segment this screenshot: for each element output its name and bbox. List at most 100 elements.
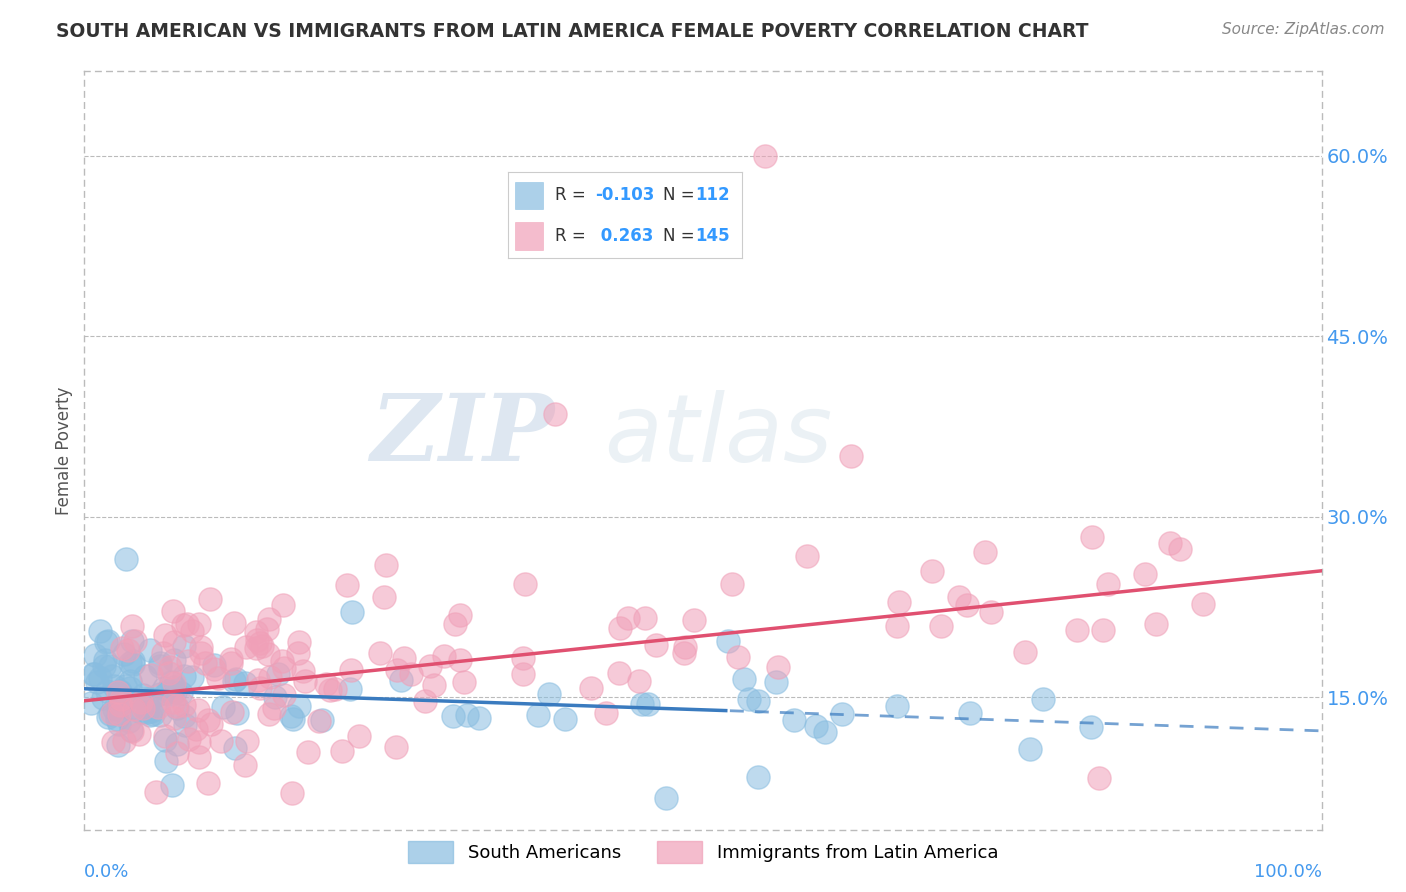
Point xyxy=(163,681,186,695)
Point xyxy=(94,635,117,649)
Point xyxy=(118,674,141,689)
Point xyxy=(160,687,183,701)
Point xyxy=(129,705,152,719)
Legend: South Americans, Immigrants from Latin America: South Americans, Immigrants from Latin A… xyxy=(401,833,1005,870)
Point xyxy=(373,590,395,604)
Point xyxy=(103,702,125,716)
Point xyxy=(224,615,246,630)
Point xyxy=(221,705,243,719)
Point xyxy=(121,634,143,648)
Point xyxy=(108,706,131,721)
Point xyxy=(672,646,695,660)
Point xyxy=(93,659,115,673)
Point xyxy=(139,704,162,718)
Point xyxy=(537,687,560,701)
Point xyxy=(166,746,188,760)
Point xyxy=(256,647,278,661)
Text: 0.263: 0.263 xyxy=(595,227,654,244)
Point xyxy=(173,708,195,723)
Point xyxy=(114,680,136,694)
Point xyxy=(114,694,136,708)
Point xyxy=(173,669,195,683)
Point xyxy=(512,651,534,665)
Point xyxy=(336,577,359,591)
Point xyxy=(197,713,219,727)
Point xyxy=(683,614,706,628)
Point xyxy=(249,636,271,650)
Point xyxy=(162,604,184,618)
Point xyxy=(433,649,456,664)
Point xyxy=(921,564,943,578)
Point xyxy=(128,726,150,740)
Point xyxy=(153,732,176,747)
Point xyxy=(120,723,142,737)
Point xyxy=(631,697,654,711)
Point xyxy=(107,701,129,715)
Point xyxy=(814,725,837,739)
Point xyxy=(249,681,271,696)
Point xyxy=(308,714,330,728)
Point xyxy=(754,148,776,162)
Point xyxy=(385,663,408,677)
Point xyxy=(1191,597,1213,611)
Point xyxy=(187,735,209,749)
Point xyxy=(163,711,186,725)
Point xyxy=(105,712,128,726)
Point xyxy=(449,653,471,667)
Point xyxy=(97,709,120,723)
Point xyxy=(172,618,194,632)
Text: 112: 112 xyxy=(696,186,730,204)
Point xyxy=(1144,616,1167,631)
Point xyxy=(956,599,979,613)
Point xyxy=(162,778,184,792)
FancyBboxPatch shape xyxy=(515,182,543,210)
Point xyxy=(513,577,536,591)
Point xyxy=(103,679,125,693)
Point xyxy=(163,635,186,649)
Text: Source: ZipAtlas.com: Source: ZipAtlas.com xyxy=(1222,22,1385,37)
Point xyxy=(108,685,131,699)
Point xyxy=(727,649,749,664)
Point xyxy=(280,708,302,723)
Point xyxy=(149,659,172,673)
Point xyxy=(187,703,209,717)
Point xyxy=(554,712,576,726)
Point xyxy=(394,650,416,665)
Point xyxy=(765,675,787,690)
Point xyxy=(139,643,162,657)
Point xyxy=(287,646,309,660)
Point xyxy=(323,682,346,697)
Point xyxy=(831,706,853,721)
Point xyxy=(783,713,806,727)
Point xyxy=(101,706,124,720)
Text: R =: R = xyxy=(555,186,586,204)
Point xyxy=(271,598,294,612)
Point xyxy=(108,716,131,731)
Point xyxy=(142,707,165,722)
Point xyxy=(673,640,696,654)
Point xyxy=(1088,771,1111,785)
Point xyxy=(422,678,444,692)
Point xyxy=(117,714,139,729)
Point xyxy=(108,698,131,713)
Point xyxy=(512,666,534,681)
Point xyxy=(270,655,292,669)
Point xyxy=(194,656,217,670)
Point xyxy=(543,408,565,422)
Point xyxy=(579,681,602,695)
Point xyxy=(627,673,650,688)
Point xyxy=(94,653,117,667)
Point xyxy=(225,706,247,720)
Point xyxy=(931,619,953,633)
Point xyxy=(83,648,105,662)
Point xyxy=(804,719,827,733)
Point xyxy=(370,647,392,661)
Point xyxy=(717,633,740,648)
Text: 145: 145 xyxy=(696,227,730,244)
Text: R =: R = xyxy=(555,227,586,244)
Point xyxy=(841,450,863,464)
Point xyxy=(117,643,139,657)
Point xyxy=(233,676,256,690)
Y-axis label: Female Poverty: Female Poverty xyxy=(55,386,73,515)
Point xyxy=(747,770,769,784)
